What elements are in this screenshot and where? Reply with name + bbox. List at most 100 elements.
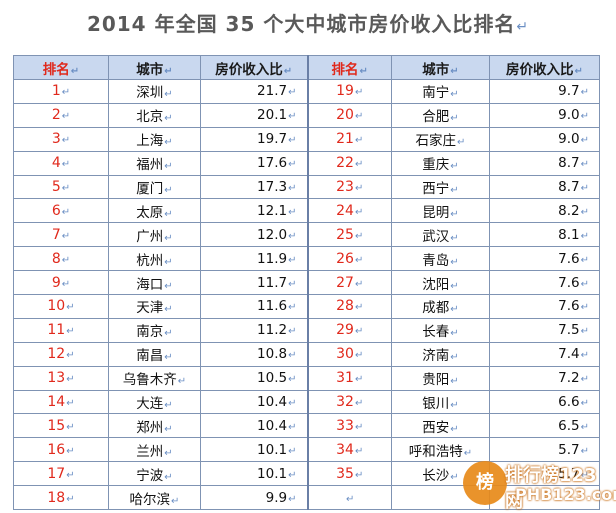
- header-city-right: 城市↵: [391, 55, 490, 80]
- paragraph-mark-icon: ↵: [450, 400, 459, 412]
- ratio-cell: 10.1↵: [200, 461, 308, 487]
- ratio-cell: 11.9↵: [200, 246, 308, 272]
- city-cell: 西宁↵: [391, 174, 490, 200]
- paragraph-mark-icon: ↵: [354, 398, 364, 410]
- city-cell: 济南↵: [391, 341, 490, 367]
- rank-cell: 5↵: [13, 174, 109, 200]
- ratio-cell: 9.9↵: [200, 485, 308, 511]
- paragraph-mark-icon: ↵: [450, 471, 459, 483]
- paragraph-mark-icon: ↵: [164, 137, 173, 149]
- paragraph-mark-icon: ↵: [457, 137, 466, 149]
- table-row: 13↵ 乌鲁木齐↵ 10.5↵ 31↵ 贵阳↵ 7.2↵: [13, 365, 600, 391]
- rank-cell: 10↵: [13, 294, 109, 319]
- paragraph-mark-icon: ↵: [580, 398, 589, 410]
- header-city-left: 城市↵: [108, 55, 201, 80]
- rank-cell: 21↵: [306, 126, 392, 152]
- paragraph-mark-icon: ↵: [66, 469, 75, 481]
- paragraph-mark-icon: ↵: [164, 89, 173, 101]
- paragraph-mark-icon: ↵: [288, 135, 297, 147]
- header-ratio-left: 房价收入比↵: [200, 55, 308, 80]
- ratio-cell: 7.5↵: [489, 317, 600, 343]
- rank-cell: 7↵: [13, 222, 109, 248]
- city-cell: 银川↵: [391, 389, 490, 415]
- paragraph-mark-icon: ↵: [288, 230, 297, 242]
- paragraph-mark-icon: ↵: [177, 376, 187, 388]
- paragraph-mark-icon: ↵: [354, 230, 364, 242]
- rank-cell: 8↵: [13, 246, 109, 272]
- table-row: 2↵ 北京↵ 20.1↵ 20↵ 合肥↵ 9.0↵: [13, 102, 600, 128]
- paragraph-mark-icon: ↵: [61, 278, 71, 290]
- paragraph-mark-icon: ↵: [66, 302, 75, 314]
- city-cell: 厦门↵: [108, 174, 201, 200]
- ratio-cell: 12.0↵: [200, 222, 308, 248]
- rank-cell: 31↵: [306, 365, 392, 391]
- paragraph-mark-icon: ↵: [164, 304, 173, 316]
- paragraph-mark-icon: ↵: [580, 111, 589, 123]
- paragraph-mark-icon: ↵: [450, 328, 459, 340]
- paragraph-mark-icon: ↵: [288, 445, 297, 457]
- header-ratio-right: 房价收入比↵: [489, 55, 600, 80]
- rank-cell: ↵: [306, 485, 392, 511]
- paragraph-mark-icon: ↵: [288, 278, 297, 290]
- paragraph-mark-icon: ↵: [580, 183, 589, 194]
- paragraph-mark-icon: ↵: [288, 302, 297, 314]
- rank-cell: 29↵: [306, 317, 392, 343]
- city-cell: 合肥↵: [391, 102, 490, 128]
- paragraph-mark-icon: ↵: [164, 352, 173, 364]
- ratio-cell: 17.6↵: [200, 150, 308, 176]
- paragraph-mark-icon: ↵: [354, 445, 364, 457]
- paragraph-mark-icon: ↵: [580, 326, 589, 338]
- table-row: 14↵ 大连↵ 10.4↵ 32↵ 银川↵ 6.6↵: [13, 389, 600, 415]
- paragraph-mark-icon: ↵: [354, 183, 364, 194]
- table-row: 8↵ 杭州↵ 11.9↵ 26↵ 青岛↵ 7.6↵: [13, 246, 600, 272]
- paragraph-mark-icon: ↵: [354, 421, 364, 433]
- ratio-cell: 8.7↵: [489, 150, 600, 176]
- city-cell: 海口↵: [108, 270, 201, 296]
- paragraph-mark-icon: ↵: [580, 278, 589, 290]
- paragraph-mark-icon: ↵: [450, 161, 459, 173]
- rank-cell: 12↵: [13, 341, 109, 367]
- ratio-cell: 11.6↵: [200, 294, 308, 319]
- paragraph-mark-icon: ↵: [450, 89, 459, 101]
- rank-cell: 24↵: [306, 198, 392, 224]
- table-row: 10↵ 天津↵ 11.6↵ 28↵ 成都↵ 7.6↵: [13, 294, 600, 319]
- city-cell: 南宁↵: [391, 79, 490, 104]
- paragraph-mark-icon: ↵: [288, 183, 297, 194]
- ratio-cell: 17.3↵: [200, 174, 308, 200]
- city-cell: 长春↵: [391, 317, 490, 343]
- table-row: 5↵ 厦门↵ 17.3↵ 23↵ 西宁↵ 8.7↵: [13, 174, 600, 200]
- paragraph-mark-icon: ↵: [288, 159, 297, 171]
- paragraph-mark-icon: ↵: [288, 111, 297, 123]
- rank-cell: 15↵: [13, 413, 109, 439]
- rank-cell: 2↵: [13, 102, 109, 128]
- paragraph-mark-icon: ↵: [164, 232, 173, 244]
- rank-cell: 3↵: [13, 126, 109, 152]
- rank-cell: 17↵: [13, 461, 109, 487]
- ratio-cell: 6.6↵: [489, 389, 600, 415]
- paragraph-mark-icon: ↵: [164, 328, 173, 340]
- ratio-cell: 10.4↵: [200, 389, 308, 415]
- ratio-cell: 20.1↵: [200, 102, 308, 128]
- header-rank-left: 排名↵: [13, 55, 109, 80]
- paragraph-mark-icon: ↵: [61, 135, 71, 147]
- paragraph-mark-icon: ↵: [288, 421, 297, 433]
- ratio-cell: 10.1↵: [200, 437, 308, 463]
- city-cell: 贵阳↵: [391, 365, 490, 391]
- paragraph-mark-icon: ↵: [61, 206, 71, 218]
- paragraph-mark-icon: ↵: [288, 398, 297, 410]
- paragraph-mark-icon: ↵: [288, 206, 297, 218]
- paragraph-mark-icon: ↵: [580, 445, 589, 457]
- ratio-cell: 8.2↵: [489, 198, 600, 224]
- city-cell: 杭州↵: [108, 246, 201, 272]
- ratio-cell: 11.7↵: [200, 270, 308, 296]
- ratio-cell: 8.7↵: [489, 174, 600, 200]
- paragraph-mark-icon: ↵: [354, 87, 364, 99]
- rank-cell: 14↵: [13, 389, 109, 415]
- paragraph-mark-icon: ↵: [164, 208, 173, 220]
- rank-cell: 19↵: [306, 79, 392, 104]
- paragraph-mark-icon: ↵: [450, 232, 459, 244]
- rank-cell: 4↵: [13, 150, 109, 176]
- paragraph-mark-icon: ↵: [580, 230, 589, 242]
- table-header-row: 排名↵ 城市↵ 房价收入比↵ 排名↵ 城市↵ 房价收入比↵: [13, 55, 600, 80]
- paragraph-mark-icon: ↵: [288, 326, 297, 338]
